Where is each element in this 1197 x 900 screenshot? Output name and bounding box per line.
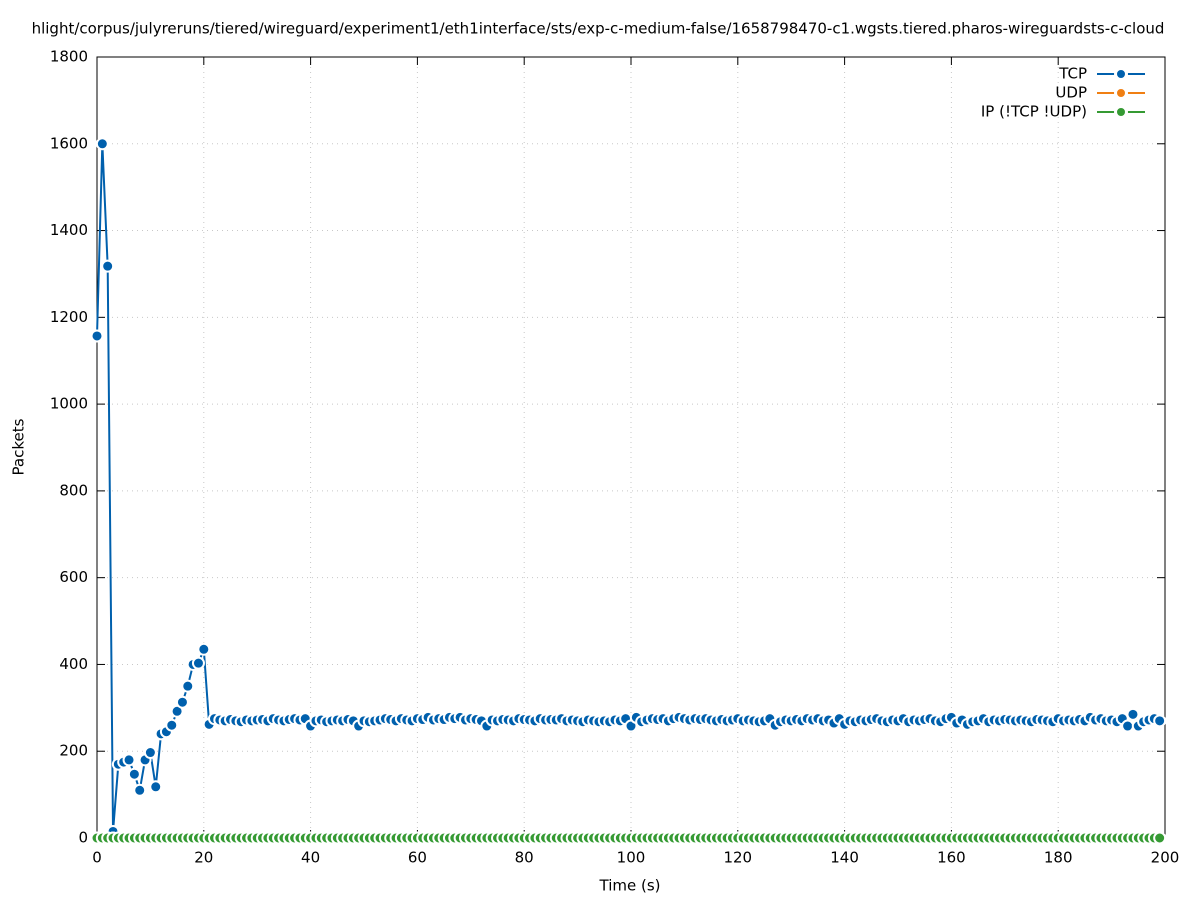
x-tick-label: 40 xyxy=(301,849,320,867)
chart-title: hlight/corpus/julyreruns/tiered/wireguar… xyxy=(32,20,1165,38)
legend-label: IP (!TCP !UDP) xyxy=(981,103,1087,121)
y-tick-label: 200 xyxy=(59,742,88,760)
series-point xyxy=(197,642,211,656)
y-tick-label: 0 xyxy=(78,829,88,847)
x-tick-label: 200 xyxy=(1151,849,1180,867)
y-tick-label: 1000 xyxy=(50,395,88,413)
y-tick-label: 400 xyxy=(59,655,88,673)
legend-label: TCP xyxy=(1058,65,1087,83)
x-tick-label: 160 xyxy=(937,849,966,867)
series-point xyxy=(1126,707,1140,721)
series-point xyxy=(191,656,205,670)
x-axis-label: Time (s) xyxy=(599,877,661,895)
series-point xyxy=(181,679,195,693)
series-point xyxy=(90,329,104,343)
series-point xyxy=(165,718,179,732)
series-point xyxy=(122,753,136,767)
series-point xyxy=(149,780,163,794)
y-tick-label: 1200 xyxy=(50,308,88,326)
x-tick-label: 100 xyxy=(617,849,646,867)
legend-label: UDP xyxy=(1055,84,1087,102)
y-tick-label: 1600 xyxy=(50,134,88,152)
x-tick-label: 140 xyxy=(830,849,859,867)
series-point xyxy=(95,137,109,151)
series-point xyxy=(1153,831,1167,845)
y-axis-label: Packets xyxy=(10,418,28,475)
y-tick-label: 1800 xyxy=(50,48,88,66)
x-tick-label: 180 xyxy=(1044,849,1073,867)
series-point xyxy=(175,695,189,709)
legend-swatch-point xyxy=(1114,105,1128,119)
legend-swatch-point xyxy=(1114,67,1128,81)
series-point xyxy=(133,783,147,797)
series-point xyxy=(1121,719,1135,733)
legend-swatch-point xyxy=(1114,86,1128,100)
x-tick-label: 120 xyxy=(723,849,752,867)
x-tick-label: 20 xyxy=(194,849,213,867)
series-point xyxy=(101,259,115,273)
series-point xyxy=(127,767,141,781)
x-tick-label: 60 xyxy=(408,849,427,867)
series-point xyxy=(1153,714,1167,728)
series-point xyxy=(143,746,157,760)
y-tick-label: 800 xyxy=(59,481,88,499)
x-tick-label: 0 xyxy=(92,849,102,867)
y-tick-label: 1400 xyxy=(50,221,88,239)
y-tick-label: 600 xyxy=(59,568,88,586)
x-tick-label: 80 xyxy=(515,849,534,867)
